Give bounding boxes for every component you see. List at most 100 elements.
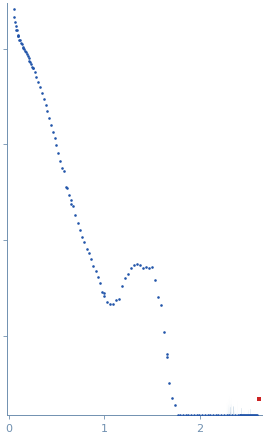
Point (222, 412, 226, 419)
Point (235, 412, 240, 419)
Point (144, 264, 148, 271)
Point (203, 412, 207, 419)
Point (243, 412, 248, 419)
Point (31, 64, 35, 71)
Point (20, 43, 25, 50)
Point (102, 289, 107, 296)
Point (251, 412, 255, 419)
Point (17, 36, 21, 43)
Point (69, 200, 73, 207)
Point (162, 328, 166, 335)
Point (244, 412, 248, 419)
Point (205, 412, 210, 419)
Point (49, 121, 53, 128)
Point (197, 412, 201, 419)
Point (20, 40, 24, 47)
Point (14, 23, 18, 30)
Point (80, 234, 84, 241)
Point (170, 395, 174, 402)
Point (195, 412, 199, 419)
Point (189, 412, 193, 419)
Point (248, 412, 253, 419)
Point (253, 412, 258, 419)
Point (43, 102, 48, 109)
Point (165, 351, 169, 358)
Point (16, 31, 20, 38)
Point (18, 37, 22, 44)
Point (89, 256, 93, 263)
Point (150, 264, 154, 271)
Point (24, 49, 28, 56)
Point (21, 45, 26, 52)
Point (120, 282, 124, 289)
Point (60, 164, 64, 171)
Point (108, 301, 113, 308)
Point (15, 27, 19, 34)
Point (135, 260, 139, 267)
Point (16, 32, 21, 39)
Point (208, 412, 212, 419)
Point (28, 59, 32, 66)
Point (102, 293, 107, 300)
Point (153, 277, 157, 284)
Point (240, 412, 244, 419)
Point (69, 197, 73, 204)
Point (19, 39, 23, 46)
Point (61, 167, 66, 174)
Point (239, 412, 243, 419)
Point (111, 301, 116, 308)
Point (11, 0, 15, 4)
Point (241, 412, 245, 419)
Point (71, 202, 75, 209)
Point (32, 68, 37, 75)
Point (26, 55, 31, 62)
Point (52, 134, 57, 141)
Point (181, 412, 185, 419)
Point (254, 412, 259, 419)
Point (249, 412, 254, 419)
Point (129, 265, 133, 272)
Point (114, 296, 118, 303)
Point (175, 412, 180, 419)
Point (30, 63, 34, 70)
Point (47, 114, 51, 121)
Point (123, 274, 127, 281)
Point (156, 293, 160, 300)
Point (73, 211, 78, 218)
Point (45, 108, 50, 114)
Point (126, 271, 130, 277)
Point (132, 262, 136, 269)
Point (38, 84, 42, 91)
Point (158, 302, 163, 309)
Point (36, 79, 40, 86)
Point (178, 412, 182, 419)
Point (63, 184, 68, 191)
Point (96, 273, 100, 280)
Point (184, 412, 188, 419)
Point (54, 142, 59, 149)
Point (67, 191, 71, 198)
Point (12, 5, 16, 12)
Point (34, 73, 38, 80)
Point (91, 263, 95, 270)
Point (219, 412, 223, 419)
Point (192, 412, 196, 419)
Point (14, 27, 19, 34)
Point (224, 412, 229, 419)
Point (214, 412, 218, 419)
Point (211, 412, 215, 419)
Point (246, 412, 250, 419)
Point (25, 50, 29, 57)
Point (167, 380, 171, 387)
Point (147, 264, 151, 271)
Point (42, 96, 46, 103)
Point (200, 412, 204, 419)
Point (138, 262, 142, 269)
Point (230, 412, 234, 419)
Point (255, 412, 259, 419)
Point (245, 412, 249, 419)
Point (141, 264, 145, 271)
Point (87, 249, 91, 256)
Point (23, 47, 27, 54)
Point (233, 412, 237, 419)
